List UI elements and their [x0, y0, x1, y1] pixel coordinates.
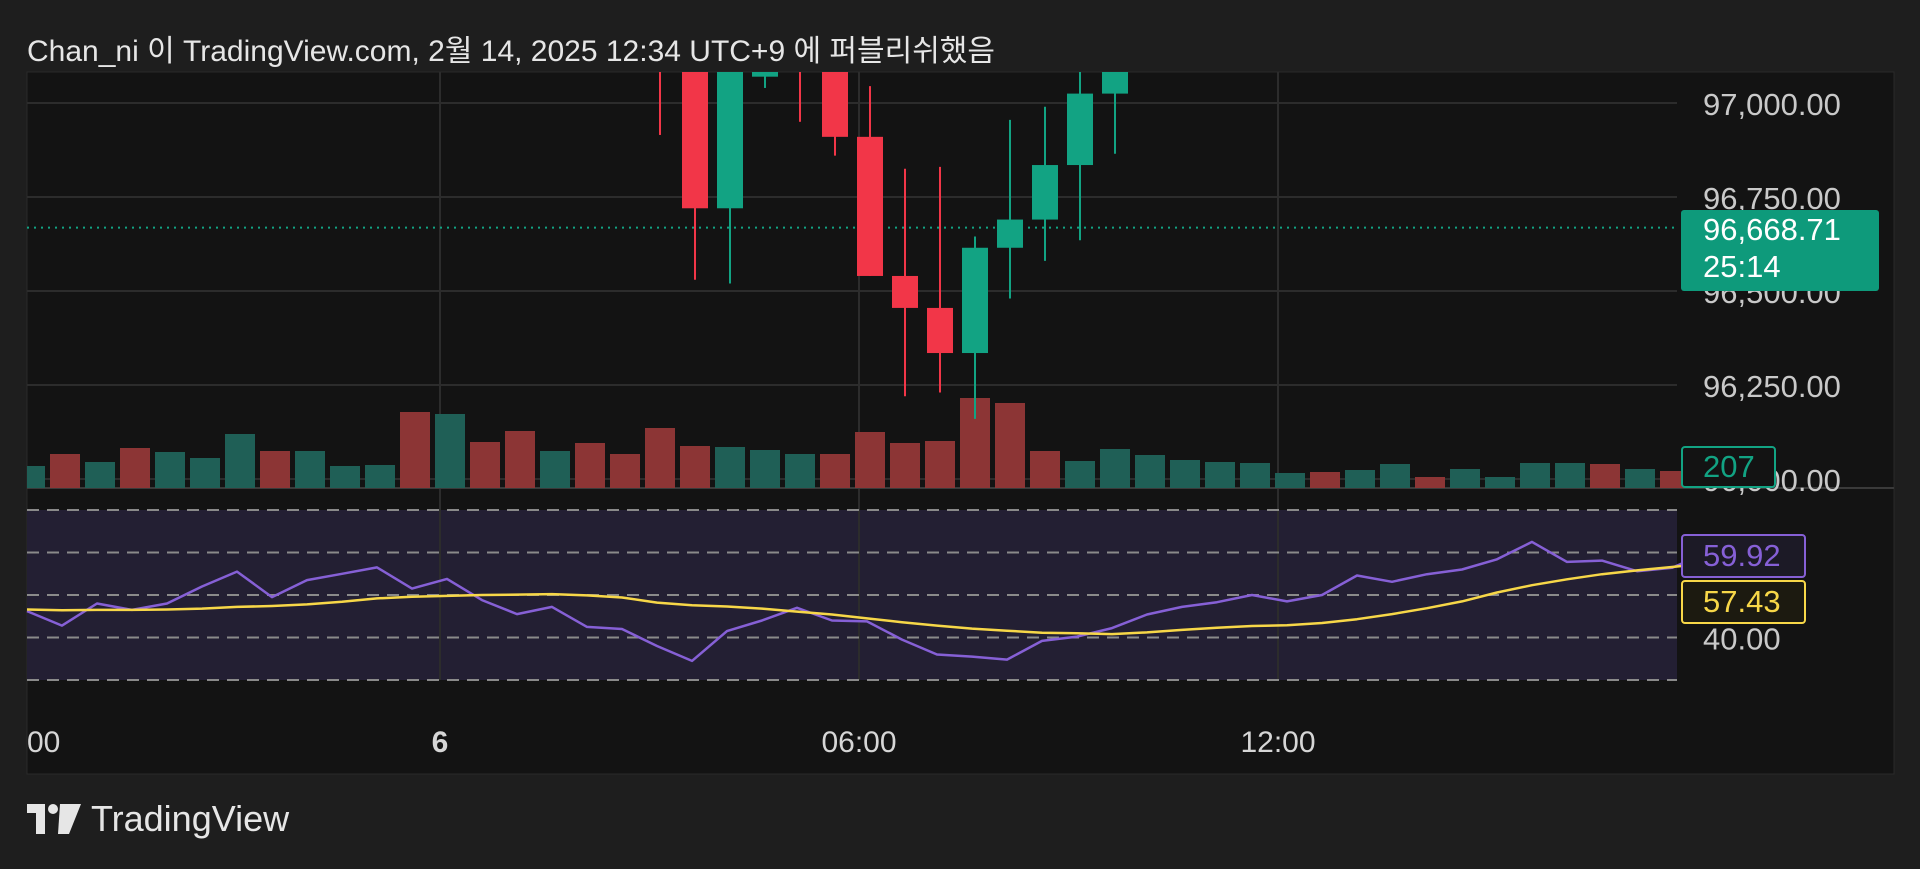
volume-bar: [1065, 461, 1095, 488]
volume-bar: [27, 466, 45, 488]
rsi-tick-label: 40.00: [1703, 622, 1781, 657]
candle-body: [682, 72, 708, 209]
volume-bar: [715, 447, 745, 488]
volume-bars: [27, 398, 1725, 488]
volume-bar: [190, 458, 220, 488]
volume-bar: [85, 462, 115, 488]
volume-bar: [925, 441, 955, 488]
volume-bar: [1240, 463, 1270, 488]
candle-body: [1102, 72, 1128, 94]
last-price-badge: [1681, 210, 1879, 291]
rsi-ma-line: [26, 562, 1708, 636]
volume-bar: [365, 465, 395, 488]
volume-bar: [225, 434, 255, 488]
candle-body: [892, 275, 918, 308]
volume-value: 207: [1703, 449, 1755, 484]
volume-bar: [680, 446, 710, 488]
volume-bar: [1170, 460, 1200, 488]
candle-body: [927, 307, 953, 354]
rsi-value: 59.92: [1703, 538, 1781, 573]
footer-brand: TradingView: [27, 798, 289, 840]
candle-body: [997, 219, 1023, 248]
volume-bar: [1135, 455, 1165, 488]
volume-bar: [1415, 477, 1445, 488]
publish-header: Chan_ni 이 TradingView.com, 2월 14, 2025 1…: [27, 35, 996, 68]
candle-body: [1032, 165, 1058, 220]
volume-bar: [645, 428, 675, 488]
volume-value-badge: [1681, 446, 1776, 488]
volume-bar: [120, 448, 150, 488]
volume-bar: [1625, 469, 1655, 488]
volume-bar: [1275, 473, 1305, 488]
volume-bar: [1590, 464, 1620, 488]
candlesticks[interactable]: [647, 47, 1163, 419]
candle-body: [752, 72, 778, 77]
volume-bar: [505, 431, 535, 488]
volume-bar: [1205, 462, 1235, 488]
brand-name: TradingView: [91, 798, 290, 839]
candle-body: [822, 72, 848, 137]
rsi-indicator: [26, 509, 1708, 681]
candle-body: [1137, 65, 1163, 67]
tradingview-logo-icon: [27, 804, 81, 834]
volume-bar: [1310, 472, 1340, 488]
volume-bar: [50, 454, 80, 488]
volume-bar: [575, 443, 605, 488]
volume-bar: [1345, 470, 1375, 488]
volume-bar: [260, 451, 290, 488]
candle-body: [1067, 93, 1093, 166]
volume-bar: [1555, 463, 1585, 488]
rsi-ma-value-badge: [1681, 580, 1806, 624]
rsi-line: [26, 540, 1708, 663]
volume-bar: [890, 443, 920, 488]
last-price-value: 96,668.71: [1703, 212, 1841, 247]
time-tick-label: 00: [27, 726, 60, 759]
volume-bar: [1380, 464, 1410, 488]
candle-body: [962, 247, 988, 354]
candle-body: [647, 65, 673, 67]
volume-bar: [785, 454, 815, 488]
volume-bar: [295, 451, 325, 488]
time-tick-label: 06:00: [821, 726, 896, 759]
volume-bar: [1450, 469, 1480, 488]
time-tick-label: 12:00: [1240, 726, 1315, 759]
volume-bar: [820, 454, 850, 488]
volume-bar: [750, 450, 780, 488]
time-tick-label: 6: [432, 726, 449, 759]
bar-countdown: 25:14: [1703, 249, 1781, 284]
volume-bar: [155, 452, 185, 488]
volume-bar: [855, 432, 885, 488]
volume-bar: [1100, 449, 1130, 488]
volume-bar: [1520, 463, 1550, 488]
volume-bar: [435, 414, 465, 488]
rsi-value-badge: [1681, 534, 1806, 578]
volume-bar: [330, 466, 360, 488]
volume-bar: [1030, 451, 1060, 488]
price-tick-label: 97,000.00: [1703, 87, 1841, 122]
volume-bar: [540, 451, 570, 488]
volume-bar: [1485, 477, 1515, 488]
volume-bar: [400, 412, 430, 488]
price-tick-label: 96,250.00: [1703, 369, 1841, 404]
candle-body: [787, 65, 813, 67]
volume-bar: [470, 442, 500, 488]
candle-body: [857, 136, 883, 276]
candle-body: [717, 72, 743, 209]
volume-bar: [995, 403, 1025, 488]
volume-bar: [610, 454, 640, 488]
rsi-ma-value: 57.43: [1703, 584, 1781, 619]
